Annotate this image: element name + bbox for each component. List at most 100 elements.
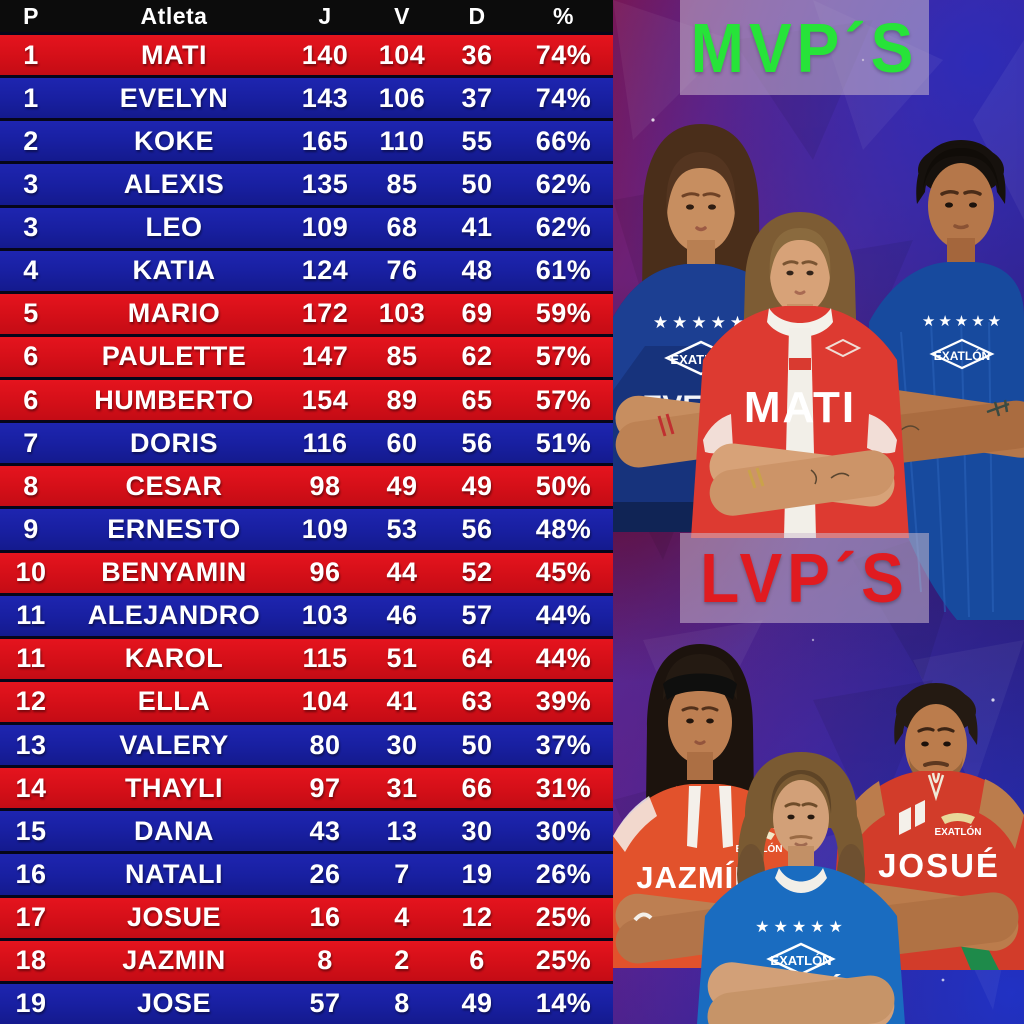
cell-d: 12	[461, 902, 493, 933]
cell-pct: 62%	[535, 212, 592, 243]
table-row: 4 KATIA 124 76 48 61%	[0, 247, 613, 291]
cell-pct: 44%	[535, 600, 592, 631]
cell-j: 97	[309, 772, 341, 803]
table-row: 15 DANA 43 13 30 30%	[0, 808, 613, 852]
cell-pct: 25%	[535, 945, 592, 976]
cell-pos: 3	[23, 212, 39, 243]
cell-d: 69	[461, 298, 493, 329]
cell-j: 116	[302, 427, 348, 458]
cell-pct: 61%	[535, 255, 592, 286]
cell-pct: 51%	[535, 427, 592, 458]
mati-figure: MATI	[691, 212, 909, 538]
cell-d: 36	[461, 39, 493, 70]
table-row: 1 MATI 140 104 36 74%	[0, 32, 613, 76]
cell-d: 62	[461, 341, 493, 372]
table-row: 6 PAULETTE 147 85 62 57%	[0, 333, 613, 377]
cell-pos: 6	[23, 384, 39, 415]
cell-name: EVELYN	[119, 82, 229, 113]
cell-name: LEO	[145, 212, 203, 243]
cell-pos: 16	[15, 858, 47, 889]
josue-figure: EXATLÓN JOSUÉ	[827, 683, 1024, 970]
header-j: J	[318, 2, 332, 29]
josue-chest-crest: EXATLÓN	[899, 800, 982, 838]
table-row: 13 VALERY 80 30 50 37%	[0, 722, 613, 766]
cell-v: 110	[379, 125, 425, 156]
cell-name: ALEXIS	[123, 168, 225, 199]
cell-j: 135	[301, 168, 349, 199]
cell-d: 55	[461, 125, 493, 156]
cell-j: 143	[301, 82, 349, 113]
cell-j: 109	[301, 212, 349, 243]
cell-v: 76	[386, 255, 418, 286]
header-v: V	[394, 2, 410, 29]
cell-name: KOKE	[133, 125, 214, 156]
cell-v: 44	[386, 557, 418, 588]
cell-v: 85	[386, 341, 418, 372]
evelyn-jersey-stars: ★★★★★	[653, 313, 749, 332]
cell-d: 49	[461, 470, 493, 501]
cell-name: JAZMIN	[122, 945, 226, 976]
cell-name: NATALI	[125, 858, 223, 889]
cell-pct: 44%	[535, 643, 592, 674]
cell-d: 63	[461, 686, 493, 717]
cell-pct: 48%	[535, 513, 592, 544]
cell-pos: 10	[15, 557, 47, 588]
table-row: 3 ALEXIS 135 85 50 62%	[0, 161, 613, 205]
koke-jersey-stars: ★★★★★	[922, 313, 1004, 330]
cell-v: 8	[394, 988, 410, 1019]
table-row: 3 LEO 109 68 41 62%	[0, 204, 613, 248]
cell-name: MATI	[141, 39, 207, 70]
cell-name: DANA	[134, 815, 214, 846]
cell-pct: 57%	[535, 341, 592, 372]
koke-logo-diamond	[929, 338, 995, 370]
cell-pct: 62%	[535, 168, 592, 199]
cell-pos: 19	[15, 988, 47, 1019]
photo-panel: MVP´S ★★★★★ EXATLÓN EVELYN	[613, 0, 1024, 1024]
cell-d: 48	[461, 255, 493, 286]
cell-pct: 59%	[535, 298, 592, 329]
cell-j: 16	[309, 902, 341, 933]
cell-pos: 11	[16, 643, 46, 674]
cell-j: 147	[301, 341, 349, 372]
cell-j: 104	[301, 686, 349, 717]
table-row: 7 DORIS 116 60 56 51%	[0, 420, 613, 464]
cell-v: 41	[386, 686, 418, 717]
cell-pct: 25%	[535, 902, 592, 933]
cell-pct: 26%	[535, 858, 592, 889]
cell-d: 30	[461, 815, 493, 846]
cell-pct: 14%	[535, 988, 592, 1019]
cell-pct: 50%	[535, 470, 592, 501]
table-row: 11 KAROL 115 51 64 44%	[0, 635, 613, 679]
svg-text:EXATLÓN: EXATLÓN	[934, 825, 981, 838]
cell-pos: 3	[23, 168, 39, 199]
cell-j: 115	[302, 643, 348, 674]
table-row: 6 HUMBERTO 154 89 65 57%	[0, 377, 613, 421]
table-row: 14 THAYLI 97 31 66 31%	[0, 765, 613, 809]
cell-v: 30	[386, 729, 418, 760]
jose-crossed-arms	[707, 962, 895, 1024]
cell-pct: 66%	[535, 125, 592, 156]
cell-pos: 11	[16, 600, 46, 631]
cell-name: KATIA	[132, 255, 216, 286]
cell-pct: 74%	[535, 82, 592, 113]
table-row: 5 MARIO 172 103 69 59%	[0, 290, 613, 334]
cell-name: ELLA	[137, 686, 211, 717]
athlete-photo-jose: ★★★★★ EXATLÓN JOSÉ	[697, 752, 905, 1024]
cell-pos: 1	[23, 82, 39, 113]
table-row: 11 ALEJANDRO 103 46 57 44%	[0, 592, 613, 636]
cell-d: 49	[461, 988, 493, 1019]
cell-j: 26	[309, 858, 341, 889]
table-row: 16 NATALI 26 7 19 26%	[0, 851, 613, 895]
koke-crossed-arms	[857, 388, 1024, 464]
cell-pos: 18	[15, 945, 47, 976]
cell-pos: 5	[23, 298, 39, 329]
cell-d: 56	[461, 427, 493, 458]
cell-j: 109	[301, 513, 349, 544]
jose-jersey-stars: ★★★★★	[755, 919, 847, 936]
cell-d: 57	[461, 600, 493, 631]
stats-table-body: 1 MATI 140 104 36 74% 1 EVELYN 143 10 6 3…	[0, 32, 613, 1024]
cell-j: 103	[301, 600, 349, 631]
cell-j: 80	[309, 729, 341, 760]
table-row: 8 CESAR 98 49 49 50%	[0, 463, 613, 507]
